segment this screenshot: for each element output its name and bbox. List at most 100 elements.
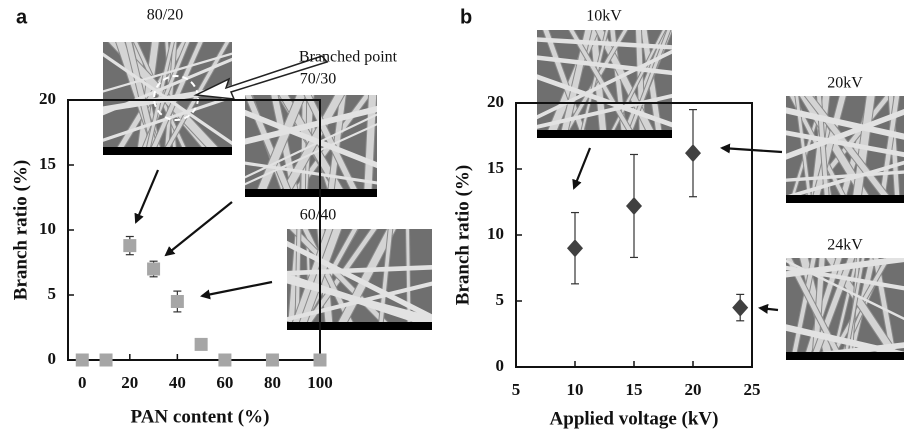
fiber xyxy=(378,229,393,330)
fiber xyxy=(786,109,904,160)
marker xyxy=(313,353,327,367)
fiber xyxy=(537,55,672,76)
y-tick-label: 5 xyxy=(496,290,505,309)
annotation: 80/20 xyxy=(147,7,183,24)
x-tick-label: 80 xyxy=(264,373,281,392)
marker xyxy=(218,353,232,367)
scale-bar xyxy=(786,352,904,360)
fiber xyxy=(543,30,588,138)
marker xyxy=(170,295,184,308)
inset-images xyxy=(103,30,904,360)
arrows xyxy=(134,143,783,314)
marker xyxy=(732,298,749,317)
x-tick-label: 20 xyxy=(685,380,702,399)
x-axis-label: PAN content (%) xyxy=(131,406,270,427)
fiber xyxy=(289,229,396,330)
fiber xyxy=(245,109,377,169)
y-tick-label: 15 xyxy=(39,154,56,173)
y-axis-label: Branch ratio (%) xyxy=(452,165,473,305)
y-tick-label: 0 xyxy=(496,356,505,375)
white-arrow xyxy=(193,55,329,100)
fiber xyxy=(287,240,432,321)
sem-image xyxy=(103,42,232,155)
x-tick-label: 15 xyxy=(626,380,643,399)
annotation: 10kV xyxy=(586,8,622,25)
sem-image xyxy=(786,96,904,203)
fiber xyxy=(245,95,294,197)
fiber xyxy=(537,74,672,128)
scale-bar xyxy=(537,130,672,138)
chart: 0 20 40 60 80 100 0 5 10 15 20 PAN content (%) Branc… xyxy=(10,89,332,427)
arrow xyxy=(200,280,273,300)
fiber xyxy=(786,107,904,140)
fiber xyxy=(537,49,672,120)
y-tick-label: 20 xyxy=(487,92,504,111)
scale-bar xyxy=(786,195,904,203)
arrow xyxy=(164,201,233,257)
y-tick-label: 15 xyxy=(487,158,504,177)
x-tick-label: 25 xyxy=(744,380,761,399)
marker xyxy=(194,337,208,351)
y-tick-label: 0 xyxy=(48,349,57,368)
fiber xyxy=(786,170,904,182)
marker xyxy=(626,196,642,215)
x-tick-label: 0 xyxy=(78,373,87,392)
annotation: Branched point xyxy=(299,49,398,66)
scale-bar xyxy=(245,189,377,197)
y-tick-label: 10 xyxy=(39,219,56,238)
arrow xyxy=(134,169,160,224)
y-axis-label: Branch ratio (%) xyxy=(10,160,31,300)
y-tick-label: 5 xyxy=(48,284,57,303)
sem-image xyxy=(287,229,432,330)
fiber xyxy=(786,324,904,359)
marker xyxy=(99,353,113,367)
y-tick-label: 10 xyxy=(487,224,504,243)
marker xyxy=(685,144,701,163)
x-tick-label: 20 xyxy=(121,373,138,392)
sem-image xyxy=(245,95,377,197)
fiber xyxy=(786,258,904,278)
fiber xyxy=(103,52,232,93)
x-tick-label: 60 xyxy=(216,373,233,392)
fiber xyxy=(103,57,232,116)
sem-image xyxy=(537,30,672,138)
fiber xyxy=(245,161,377,185)
fiber xyxy=(537,37,672,50)
fiber xyxy=(803,258,842,360)
fiber xyxy=(301,95,307,197)
x-tick-label: 40 xyxy=(169,373,186,392)
annotation: 60/40 xyxy=(300,207,336,224)
annotation: 20kV xyxy=(827,75,863,92)
arrow xyxy=(572,147,592,190)
fiber xyxy=(786,130,904,158)
fiber xyxy=(810,258,855,360)
panel-label: b xyxy=(460,6,472,28)
y-tick-label: 20 xyxy=(39,89,56,108)
marker xyxy=(147,262,161,276)
fiber xyxy=(334,229,396,330)
sem-image xyxy=(786,258,904,360)
annotation: 24kV xyxy=(827,237,863,254)
annotation: 70/30 xyxy=(300,71,336,88)
fiber xyxy=(245,123,377,186)
x-tick-label: 10 xyxy=(567,380,584,399)
fiber xyxy=(287,273,432,329)
x-tick-label: 5 xyxy=(512,380,521,399)
scale-bar xyxy=(287,322,432,330)
arrow xyxy=(758,303,779,314)
fiber xyxy=(537,93,672,129)
fiber xyxy=(287,264,432,276)
marker xyxy=(75,353,89,367)
branch-circle xyxy=(153,75,199,121)
fiber xyxy=(805,96,895,203)
fiber xyxy=(559,30,592,138)
fiber xyxy=(254,95,306,197)
fiber xyxy=(245,113,377,179)
marker xyxy=(567,239,583,258)
scale-bar xyxy=(103,147,232,155)
x-tick-label: 100 xyxy=(307,373,333,392)
x-axis-label: Applied voltage (kV) xyxy=(550,408,719,429)
marker xyxy=(123,239,137,253)
